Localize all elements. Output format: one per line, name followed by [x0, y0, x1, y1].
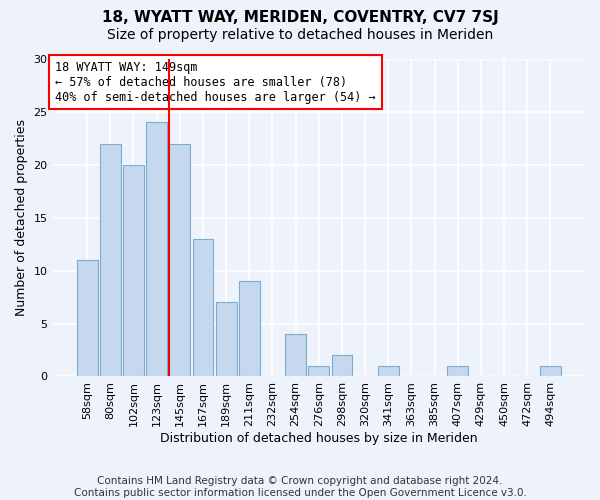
Bar	[216, 302, 236, 376]
Bar	[448, 366, 468, 376]
Bar	[100, 144, 121, 376]
Bar	[169, 144, 190, 376]
Y-axis label: Number of detached properties: Number of detached properties	[15, 119, 28, 316]
Bar	[123, 165, 144, 376]
Bar	[540, 366, 561, 376]
Bar	[193, 239, 214, 376]
Text: Contains HM Land Registry data © Crown copyright and database right 2024.
Contai: Contains HM Land Registry data © Crown c…	[74, 476, 526, 498]
Bar	[332, 356, 352, 376]
Text: 18 WYATT WAY: 149sqm
← 57% of detached houses are smaller (78)
40% of semi-detac: 18 WYATT WAY: 149sqm ← 57% of detached h…	[55, 60, 376, 104]
Bar	[308, 366, 329, 376]
Text: Size of property relative to detached houses in Meriden: Size of property relative to detached ho…	[107, 28, 493, 42]
Bar	[285, 334, 306, 376]
Bar	[239, 281, 260, 376]
Bar	[146, 122, 167, 376]
Bar	[378, 366, 398, 376]
Bar	[77, 260, 98, 376]
Text: 18, WYATT WAY, MERIDEN, COVENTRY, CV7 7SJ: 18, WYATT WAY, MERIDEN, COVENTRY, CV7 7S…	[101, 10, 499, 25]
X-axis label: Distribution of detached houses by size in Meriden: Distribution of detached houses by size …	[160, 432, 478, 445]
